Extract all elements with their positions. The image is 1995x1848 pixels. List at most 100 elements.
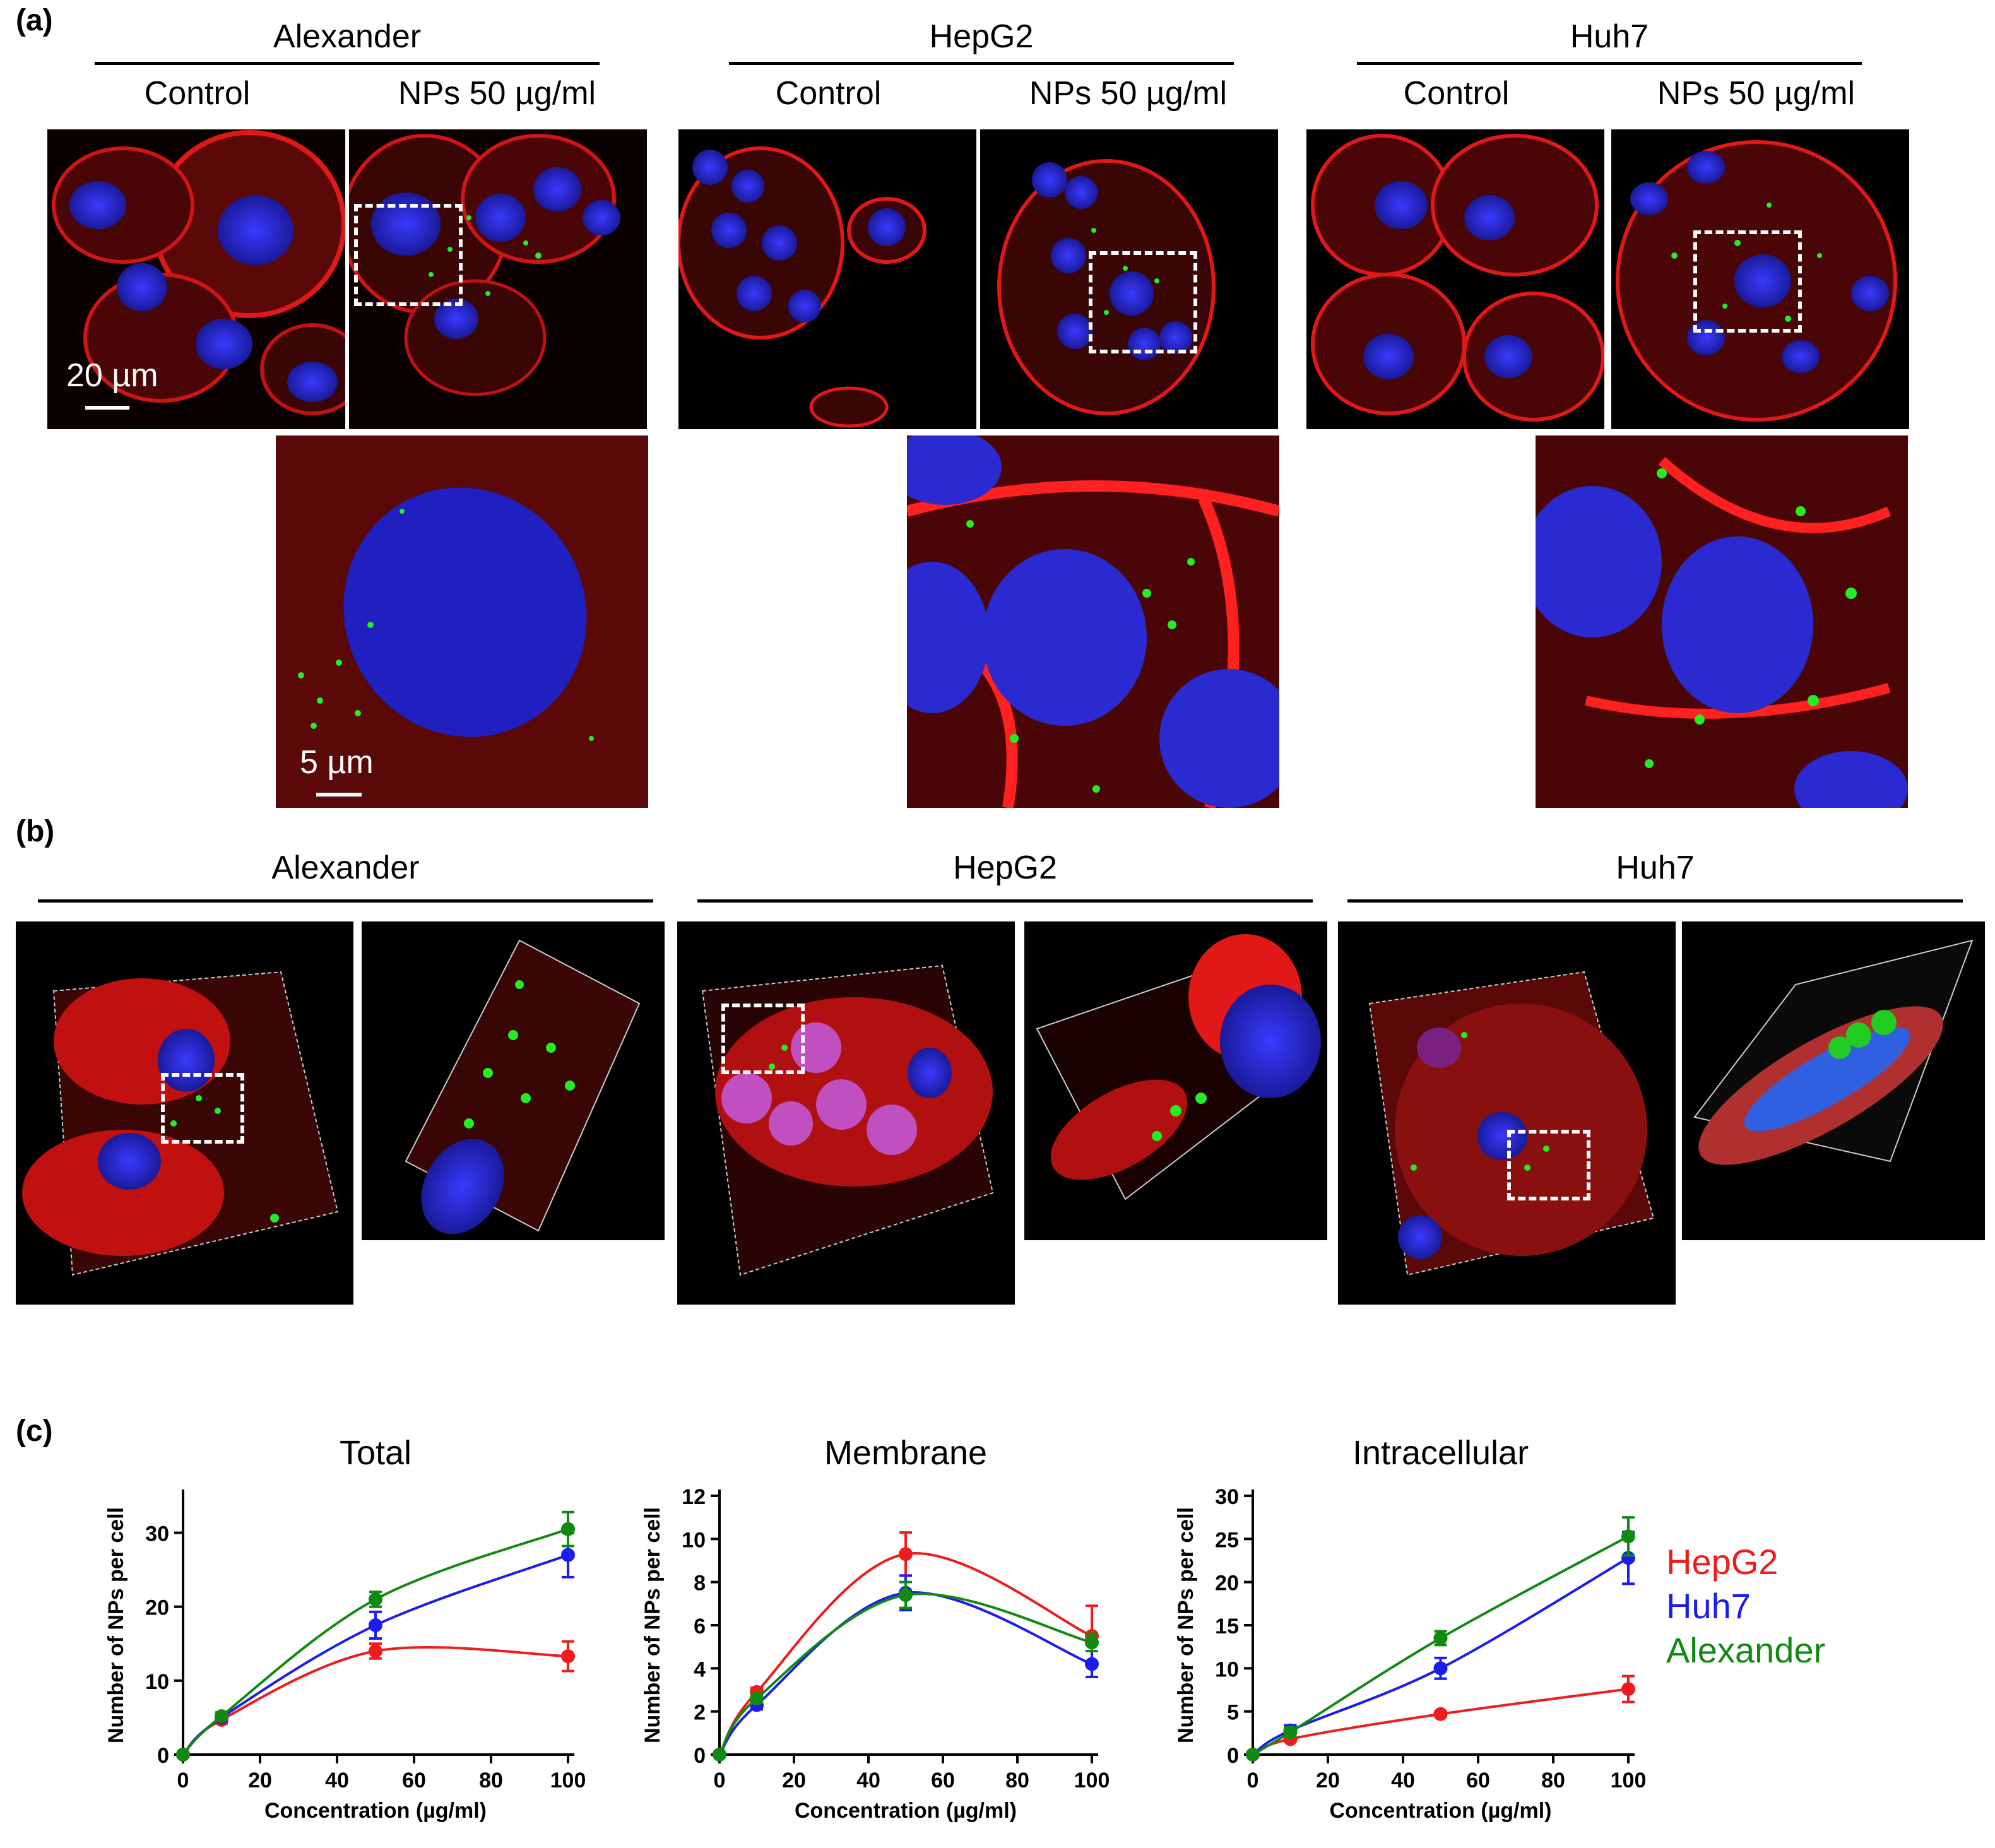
x-tick-label-membrane: 20 — [782, 1768, 806, 1792]
y-tick-label-total: 20 — [145, 1596, 169, 1620]
y-axis-label-total: Number of NPs per cell — [104, 1507, 128, 1743]
series-line-total-alexander — [182, 1527, 569, 1756]
y-tick-label-total: 30 — [145, 1522, 169, 1546]
render-3d-alexander-zoom — [362, 921, 665, 1240]
zoom-region-huh7 — [1693, 230, 1802, 333]
series-line-intracellular-huh7 — [1252, 1556, 1630, 1756]
a-sub-nps-alexander: NPs 50 µg/ml — [398, 75, 596, 112]
a-rule-huh7 — [1357, 62, 1862, 65]
x-tick-label-intracellular: 20 — [1316, 1768, 1340, 1792]
b-rule-alexander — [38, 899, 653, 903]
a-header-hepg2: HepG2 — [929, 18, 1034, 55]
data-point-alexander — [176, 1748, 190, 1762]
data-point-hepg2 — [1433, 1707, 1448, 1721]
x-tick-label-membrane: 60 — [931, 1768, 955, 1792]
a-sub-control-hepg2: Control — [775, 75, 882, 112]
zoom-region-hepg2 — [1089, 251, 1197, 353]
x-tick-label-total: 40 — [325, 1768, 349, 1792]
data-point-hepg2 — [1621, 1682, 1635, 1697]
b-rule-huh7 — [1347, 899, 1963, 903]
chart-total: Total 0 10 20 30 0 20 40 60 80 100 Concentration (µ… — [0, 1426, 631, 1843]
data-point-alexander — [215, 1709, 228, 1724]
a-rule-hepg2 — [729, 62, 1234, 65]
render-3d-huh7-zoom — [1682, 921, 1985, 1240]
legend-hepg2: HepG2 — [1666, 1542, 1779, 1582]
x-tick-label-intracellular: 100 — [1611, 1768, 1647, 1792]
y-tick-label-membrane: 12 — [682, 1485, 706, 1509]
chart-title-total: Total — [340, 1434, 411, 1472]
x-tick-label-total: 60 — [402, 1768, 426, 1792]
y-tick-label-membrane: 8 — [694, 1572, 706, 1596]
panel-b-label: (b) — [16, 815, 55, 848]
x-axis-label-total: Concentration (µg/ml) — [264, 1799, 487, 1823]
y-tick-label-intracellular: 0 — [1227, 1744, 1239, 1768]
render-3d-hepg2 — [677, 921, 1015, 1305]
series-line-membrane-huh7 — [718, 1590, 1092, 1756]
y-tick-label-membrane: 10 — [682, 1528, 706, 1552]
x-tick-label-membrane: 0 — [714, 1768, 726, 1792]
micrograph-alexander-nps — [349, 129, 647, 429]
y-tick-label-total: 0 — [157, 1744, 169, 1768]
zoom-micrograph-hepg2 — [907, 435, 1279, 808]
micrograph-alexander-control: 20 µm — [47, 129, 345, 429]
x-tick-label-intracellular: 0 — [1247, 1768, 1259, 1792]
series-line-intracellular-alexander — [1252, 1535, 1629, 1756]
x-tick-label-total: 0 — [177, 1768, 189, 1792]
a-sub-control-alexander: Control — [144, 75, 251, 112]
legend-huh7: Huh7 — [1666, 1586, 1751, 1626]
chart-legend: HepG2 Huh7 Alexander — [1666, 1540, 1982, 1691]
data-point-alexander — [1621, 1529, 1635, 1544]
scalebar-label-20um: 20 µm — [66, 357, 158, 394]
y-tick-label-intracellular: 25 — [1215, 1528, 1239, 1552]
micrograph-hepg2-nps — [980, 129, 1278, 429]
zoom-region-3d-hepg2 — [721, 1004, 805, 1074]
data-point-hepg2 — [561, 1649, 575, 1664]
data-point-alexander — [1246, 1748, 1260, 1762]
a-header-alexander: Alexander — [273, 18, 422, 55]
data-point-huh7 — [561, 1548, 575, 1562]
data-point-alexander — [1283, 1725, 1298, 1739]
chart-title-intracellular: Intracellular — [1353, 1434, 1529, 1472]
panel-c-label: (c) — [16, 1414, 53, 1448]
chart-membrane: Membrane 0 2 4 6 8 10 12 0 20 40 60 80 100 Concentrati… — [574, 1426, 1205, 1843]
x-tick-label-membrane: 80 — [1005, 1768, 1029, 1792]
x-tick-label-intracellular: 60 — [1466, 1768, 1490, 1792]
b-header-hepg2: HepG2 — [953, 850, 1057, 886]
data-point-alexander — [713, 1748, 726, 1762]
scalebar-5um — [316, 793, 362, 797]
render-3d-huh7 — [1338, 921, 1676, 1305]
a-header-huh7: Huh7 — [1570, 18, 1649, 55]
zoom-micrograph-alexander: 5 µm — [276, 435, 648, 808]
x-tick-label-membrane: 40 — [856, 1768, 880, 1792]
a-rule-alexander — [95, 62, 600, 65]
micrograph-huh7-control — [1306, 129, 1604, 429]
chart-intracellular-svg: Intracellular 0 5 10 15 20 25 30 0 20 40 60 80 100 Con… — [1174, 1434, 1647, 1823]
b-header-alexander: Alexander — [271, 850, 420, 886]
scalebar-label-5um: 5 µm — [300, 744, 374, 781]
data-point-hepg2 — [899, 1547, 913, 1561]
x-tick-label-total: 100 — [550, 1768, 586, 1792]
y-tick-label-membrane: 6 — [694, 1614, 706, 1638]
chart-title-membrane: Membrane — [824, 1434, 987, 1472]
data-point-alexander — [1085, 1635, 1099, 1650]
x-tick-label-membrane: 100 — [1074, 1768, 1110, 1792]
y-axis-label-intracellular: Number of NPs per cell — [1174, 1507, 1198, 1743]
b-rule-hepg2 — [697, 899, 1313, 903]
data-point-hepg2 — [369, 1644, 382, 1658]
scalebar-20um — [85, 406, 129, 410]
data-point-alexander — [1433, 1631, 1448, 1645]
render-3d-alexander — [16, 921, 353, 1305]
zoom-region-alexander — [354, 204, 463, 306]
a-sub-nps-huh7: NPs 50 µg/ml — [1657, 75, 1856, 112]
y-tick-label-intracellular: 10 — [1215, 1657, 1239, 1681]
panel-a-label: (a) — [16, 4, 53, 37]
zoom-micrograph-huh7 — [1536, 435, 1908, 808]
render-3d-hepg2-zoom — [1024, 921, 1327, 1240]
x-tick-label-intracellular: 80 — [1541, 1768, 1565, 1792]
chart-intracellular: Intracellular 0 5 10 15 20 25 30 0 20 40 60 80 100 Con… — [1111, 1426, 1742, 1843]
y-tick-label-membrane: 4 — [694, 1657, 706, 1681]
zoom-region-3d-huh7 — [1507, 1130, 1590, 1200]
b-header-huh7: Huh7 — [1616, 850, 1695, 886]
zoom-region-3d-alexander — [161, 1073, 244, 1144]
y-tick-label-intracellular: 5 — [1227, 1701, 1239, 1725]
